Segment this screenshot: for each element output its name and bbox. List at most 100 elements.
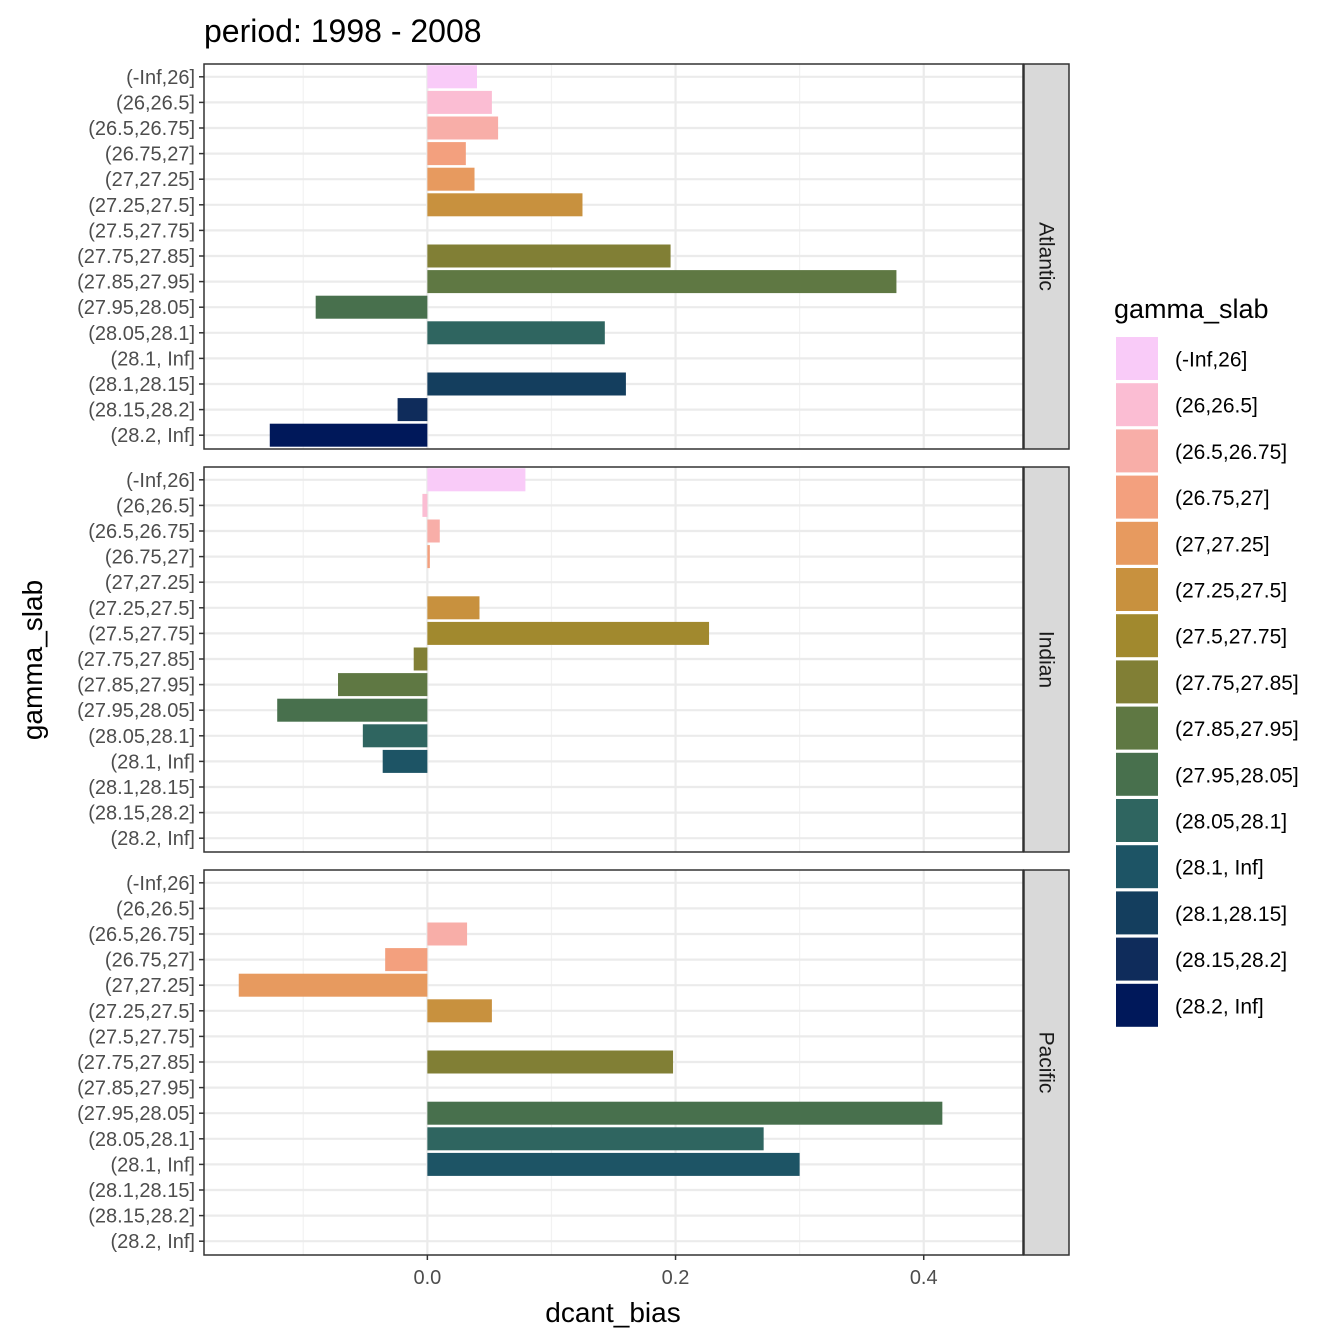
- y-tick-label: (27,27.25]: [105, 572, 195, 594]
- legend-key: [1116, 383, 1158, 427]
- bar-atlantic-9: [315, 295, 428, 319]
- y-tick-label: (26.75,27]: [105, 950, 195, 972]
- legend-key: [1116, 845, 1158, 889]
- legend-key: [1116, 752, 1158, 796]
- legend-label: (27.25,27.5]: [1175, 580, 1287, 603]
- legend-key: [1116, 568, 1158, 611]
- legend-label: (27.5,27.75]: [1175, 626, 1287, 649]
- y-tick-label: (26,26.5]: [116, 898, 195, 920]
- legend-label: (28.15,28.2]: [1175, 949, 1287, 972]
- facet-strip: [1023, 869, 1070, 1256]
- bar-indian-0: [427, 468, 526, 492]
- bar-indian-10: [362, 724, 428, 748]
- x-axis-title: dcant_bias: [545, 1297, 680, 1328]
- y-tick-label: (27.95,28.05]: [77, 700, 195, 722]
- legend-key: [1116, 614, 1158, 658]
- bar-pacific-4: [238, 973, 428, 997]
- y-tick-label: (27.75,27.85]: [77, 649, 195, 671]
- facet-strip-label: Atlantic: [1035, 222, 1058, 291]
- legend-label: (26.75,27]: [1175, 487, 1270, 510]
- legend-label: (27.75,27.85]: [1175, 672, 1299, 695]
- bar-pacific-10: [427, 1127, 764, 1151]
- y-tick-label: (27.75,27.85]: [77, 246, 195, 268]
- y-tick-label: (26.5,26.75]: [88, 118, 195, 140]
- bar-atlantic-5: [427, 193, 583, 217]
- y-tick-label: (28.1,28.15]: [88, 777, 195, 799]
- legend-key: [1116, 937, 1158, 981]
- bar-atlantic-2: [427, 116, 499, 140]
- bar-atlantic-7: [427, 244, 671, 268]
- y-tick-label: (27.85,27.95]: [77, 675, 195, 697]
- bar-atlantic-3: [427, 142, 466, 166]
- legend-key: [1116, 660, 1158, 704]
- y-tick-label: (27.25,27.5]: [88, 1001, 195, 1023]
- y-tick-label: (28.2, Inf]: [111, 1231, 196, 1253]
- y-tick-label: (28.05,28.1]: [88, 726, 195, 748]
- y-tick-label: (27.5,27.75]: [88, 1026, 195, 1048]
- legend-key: [1116, 521, 1158, 565]
- y-tick-label: (28.15,28.2]: [88, 400, 195, 422]
- y-tick-label: (27.95,28.05]: [77, 1103, 195, 1125]
- x-tick-label: 0.2: [662, 1267, 690, 1289]
- bar-atlantic-8: [427, 270, 897, 294]
- legend-label: (27.85,27.95]: [1175, 718, 1299, 741]
- y-tick-label: (-Inf,26]: [126, 873, 195, 895]
- bar-indian-3: [427, 545, 430, 569]
- bar-atlantic-0: [427, 65, 477, 89]
- bar-atlantic-4: [427, 167, 475, 191]
- y-tick-label: (27.25,27.5]: [88, 195, 195, 217]
- y-tick-label: (27.25,27.5]: [88, 598, 195, 620]
- bar-pacific-11: [427, 1152, 800, 1176]
- y-tick-label: (27.5,27.75]: [88, 220, 195, 242]
- bar-indian-2: [427, 519, 440, 543]
- bar-atlantic-14: [269, 423, 428, 447]
- y-tick-label: (27,27.25]: [105, 975, 195, 997]
- bar-pacific-2: [427, 922, 468, 946]
- bar-pacific-7: [427, 1050, 674, 1074]
- legend-label: (28.1, Inf]: [1175, 857, 1264, 880]
- facet-panel-indian: (-Inf,26] (26,26.5] (26.5,26.75] (26.75,27]…: [77, 466, 1070, 853]
- bar-pacific-5: [427, 999, 492, 1023]
- y-tick-label: (26.75,27]: [105, 547, 195, 569]
- facet-panel-atlantic: (-Inf,26] (26,26.5] (26.5,26.75] (26.75,27]…: [77, 63, 1070, 450]
- y-tick-label: (-Inf,26]: [126, 470, 195, 492]
- bar-indian-7: [413, 647, 428, 671]
- legend-title: gamma_slab: [1114, 294, 1269, 324]
- facet-strip-label: Indian: [1035, 631, 1058, 688]
- legend-label: (27.95,28.05]: [1175, 764, 1299, 787]
- y-tick-label: (28.1,28.15]: [88, 374, 195, 396]
- y-tick-label: (27.85,27.95]: [77, 1078, 195, 1100]
- y-tick-label: (27,27.25]: [105, 169, 195, 191]
- bar-atlantic-10: [427, 321, 605, 345]
- y-tick-label: (26.75,27]: [105, 144, 195, 166]
- legend-key: [1116, 891, 1158, 935]
- y-tick-label: (27.95,28.05]: [77, 297, 195, 319]
- legend-label: (26.5,26.75]: [1175, 441, 1287, 464]
- legend-label: (26,26.5]: [1175, 395, 1258, 418]
- bar-indian-8: [338, 673, 428, 697]
- legend-key: [1116, 337, 1158, 380]
- legend-key: [1116, 983, 1158, 1027]
- legend-key: [1116, 706, 1158, 750]
- panel-border: [203, 466, 1024, 853]
- y-tick-label: (26.5,26.75]: [88, 924, 195, 946]
- y-tick-label: (28.2, Inf]: [111, 828, 196, 850]
- facet-panels: (-Inf,26] (26,26.5] (26.5,26.75] (26.75,27]…: [77, 63, 1070, 1256]
- bar-indian-11: [382, 749, 428, 773]
- facet-strip: [1023, 466, 1070, 853]
- bar-atlantic-13: [397, 398, 428, 422]
- legend-key: [1116, 429, 1158, 473]
- facet-strip-label: Pacific: [1035, 1032, 1058, 1094]
- y-tick-label: (27.85,27.95]: [77, 272, 195, 294]
- bar-indian-1: [422, 493, 428, 517]
- facet-strip: [1023, 63, 1070, 450]
- chart-title: period: 1998 - 2008: [204, 13, 482, 49]
- legend: gamma_slab (-Inf,26] (26,26.5] (26.5,26.75…: [1114, 294, 1299, 1027]
- legend-label: (-Inf,26]: [1175, 349, 1247, 372]
- bar-atlantic-1: [427, 90, 492, 114]
- panel-border: [203, 869, 1024, 1256]
- y-tick-label: (27.75,27.85]: [77, 1052, 195, 1074]
- bar-pacific-9: [427, 1101, 943, 1125]
- legend-label: (28.2, Inf]: [1175, 995, 1264, 1018]
